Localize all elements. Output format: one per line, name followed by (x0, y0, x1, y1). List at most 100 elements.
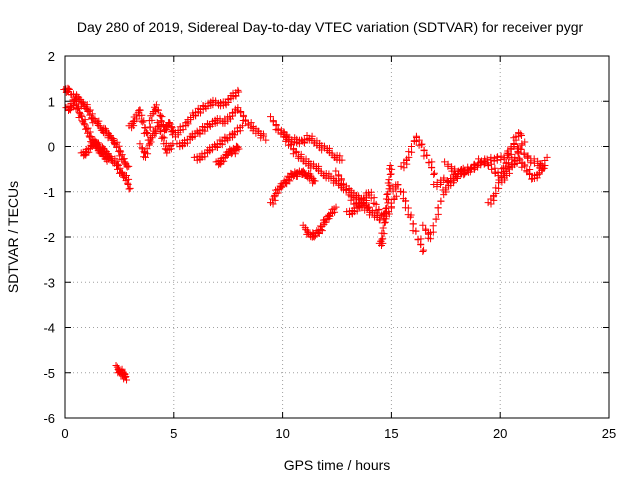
data-point (120, 155, 128, 163)
data-point (234, 104, 242, 112)
data-point (157, 122, 165, 130)
data-point (420, 146, 428, 154)
data-point (397, 162, 405, 170)
data-point (383, 190, 391, 198)
data-point (187, 116, 195, 124)
data-point (418, 140, 426, 148)
grid-lines (65, 56, 609, 418)
data-point (148, 116, 156, 124)
data-point (300, 138, 308, 146)
data-point (80, 120, 88, 128)
y-tick-label: -1 (43, 185, 55, 200)
data-point (125, 162, 133, 170)
y-tick-label: 1 (48, 94, 55, 109)
data-point (136, 106, 144, 114)
data-point (380, 210, 388, 218)
y-tick-label: -2 (43, 230, 55, 245)
data-point (232, 92, 240, 100)
data-point (380, 230, 388, 238)
data-point (419, 221, 427, 229)
data-point (83, 125, 91, 133)
data-point (517, 131, 525, 139)
y-tick-label: -3 (43, 275, 55, 290)
data-point (434, 204, 442, 212)
data-point (234, 86, 242, 94)
data-point (82, 103, 90, 111)
data-point (317, 167, 325, 175)
data-point (429, 222, 437, 230)
x-tick-label: 15 (384, 426, 398, 441)
data-point (153, 119, 161, 127)
data-point (267, 113, 275, 121)
data-point (481, 157, 489, 165)
data-point (191, 132, 199, 140)
data-point (451, 165, 459, 173)
data-point (94, 139, 102, 147)
data-point (160, 134, 168, 142)
data-point (241, 116, 249, 124)
data-point (420, 246, 428, 254)
data-point (146, 123, 154, 131)
x-tick-label: 10 (275, 426, 289, 441)
data-point (442, 186, 450, 194)
data-point (484, 162, 492, 169)
data-point (73, 105, 81, 112)
data-point (375, 205, 383, 213)
data-point (235, 145, 243, 153)
data-point (488, 165, 496, 173)
data-point (244, 120, 252, 128)
data-point (384, 190, 392, 198)
x-axis-label: GPS time / hours (284, 457, 391, 473)
data-point (373, 212, 381, 220)
data-point (385, 208, 393, 216)
data-point (109, 135, 117, 143)
y-axis-label: SDTVAR / TECUs (5, 181, 21, 293)
data-point (382, 205, 390, 213)
data-point (368, 207, 376, 215)
data-point (125, 185, 133, 193)
data-point (154, 106, 162, 114)
data-point (427, 235, 435, 243)
data-point (502, 159, 510, 167)
data-point (388, 165, 396, 173)
data-point (238, 122, 246, 130)
axis-ticks: 0 5 10 15 20 25 -6 -5 -4 -3 -2 -1 0 1 2 (43, 49, 616, 441)
data-point (543, 153, 551, 161)
data-point (138, 144, 146, 152)
data-point (429, 228, 437, 236)
data-point (444, 160, 452, 168)
data-point (494, 153, 502, 161)
data-point (434, 210, 442, 218)
data-point (471, 163, 479, 171)
data-point (159, 133, 167, 141)
data-point (402, 197, 410, 205)
data-point (409, 220, 417, 228)
data-point (235, 88, 243, 96)
data-point (123, 376, 131, 384)
y-tick-label: 2 (48, 49, 55, 64)
data-point (262, 136, 270, 144)
data-point (406, 213, 414, 221)
data-point (310, 177, 318, 185)
data-point (385, 176, 393, 184)
data-point (121, 158, 129, 166)
data-point (364, 203, 372, 211)
data-point (419, 247, 427, 255)
data-point (430, 171, 438, 179)
data-point (524, 152, 532, 160)
data-point (383, 204, 391, 212)
data-point (492, 184, 500, 192)
data-point (338, 156, 346, 164)
data-point (152, 101, 160, 109)
data-point (404, 204, 412, 212)
data-point (339, 180, 347, 188)
data-point (405, 148, 413, 156)
data-point (521, 138, 529, 146)
data-point (98, 147, 106, 155)
data-point (372, 200, 380, 208)
data-point (335, 171, 343, 179)
data-point (196, 129, 204, 137)
data-point (412, 227, 420, 235)
data-point (213, 143, 221, 151)
data-point (126, 184, 134, 192)
